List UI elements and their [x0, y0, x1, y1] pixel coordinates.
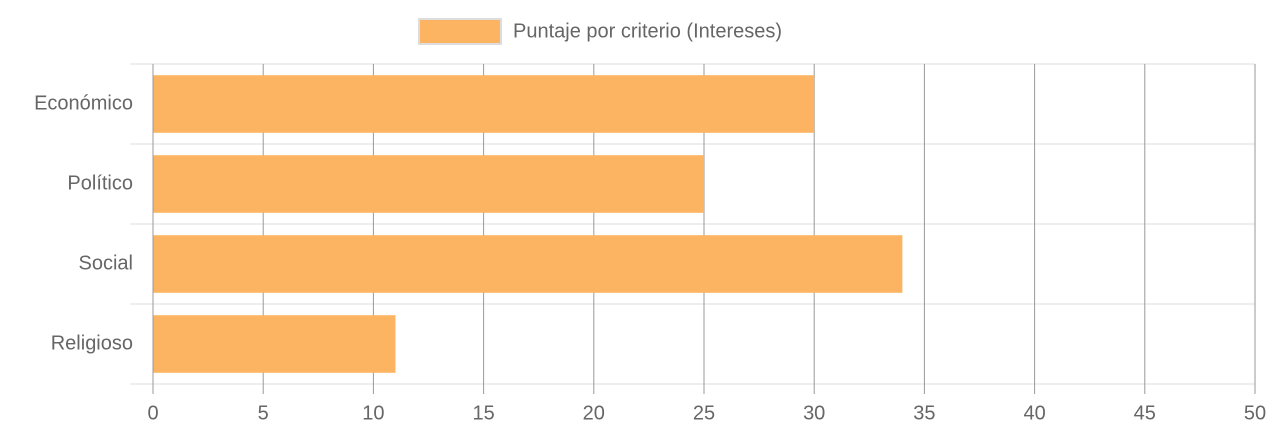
bar: [153, 235, 903, 293]
legend-swatch: [418, 18, 502, 45]
x-tick-label: 15: [472, 402, 494, 424]
legend-label: Puntaje por criterio (Intereses): [513, 20, 782, 42]
bar: [153, 315, 396, 373]
x-tick-label: 40: [1023, 402, 1045, 424]
x-tick-label: 50: [1244, 402, 1266, 424]
bar: [153, 155, 704, 213]
x-tick-label: 10: [362, 402, 384, 424]
y-tick-label: Religioso: [51, 332, 133, 354]
bar: [153, 75, 815, 133]
x-tick-label: 45: [1134, 402, 1156, 424]
x-tick-label: 30: [803, 402, 825, 424]
y-tick-label: Social: [79, 252, 133, 274]
x-tick-label: 0: [147, 402, 158, 424]
y-tick-label: Político: [67, 172, 133, 194]
x-tick-label: 35: [913, 402, 935, 424]
x-tick-label: 20: [583, 402, 605, 424]
x-tick-label: 5: [258, 402, 269, 424]
y-tick-label: Económico: [34, 92, 133, 114]
x-tick-label: 25: [693, 402, 715, 424]
